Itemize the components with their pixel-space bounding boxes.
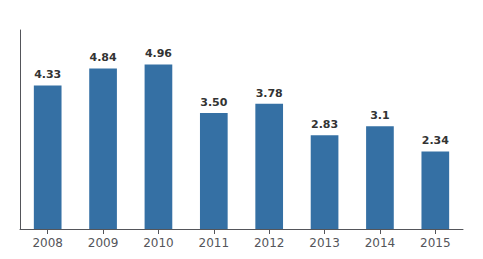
svg-text:2.83: 2.83 (311, 118, 338, 131)
svg-text:2.34: 2.34 (422, 134, 449, 147)
svg-text:3.78: 3.78 (256, 87, 283, 100)
svg-text:2014: 2014 (365, 236, 396, 250)
svg-text:4.33: 4.33 (34, 68, 61, 81)
svg-text:2009: 2009 (88, 236, 119, 250)
svg-text:2012: 2012 (254, 236, 285, 250)
svg-text:2013: 2013 (309, 236, 340, 250)
svg-text:2008: 2008 (32, 236, 63, 250)
svg-text:2011: 2011 (199, 236, 230, 250)
svg-text:4.96: 4.96 (145, 47, 172, 60)
svg-text:2010: 2010 (143, 236, 174, 250)
svg-text:3.1: 3.1 (370, 109, 390, 122)
svg-text:4.84: 4.84 (89, 51, 116, 64)
svg-text:3.50: 3.50 (200, 96, 227, 109)
svg-text:2015: 2015 (420, 236, 451, 250)
